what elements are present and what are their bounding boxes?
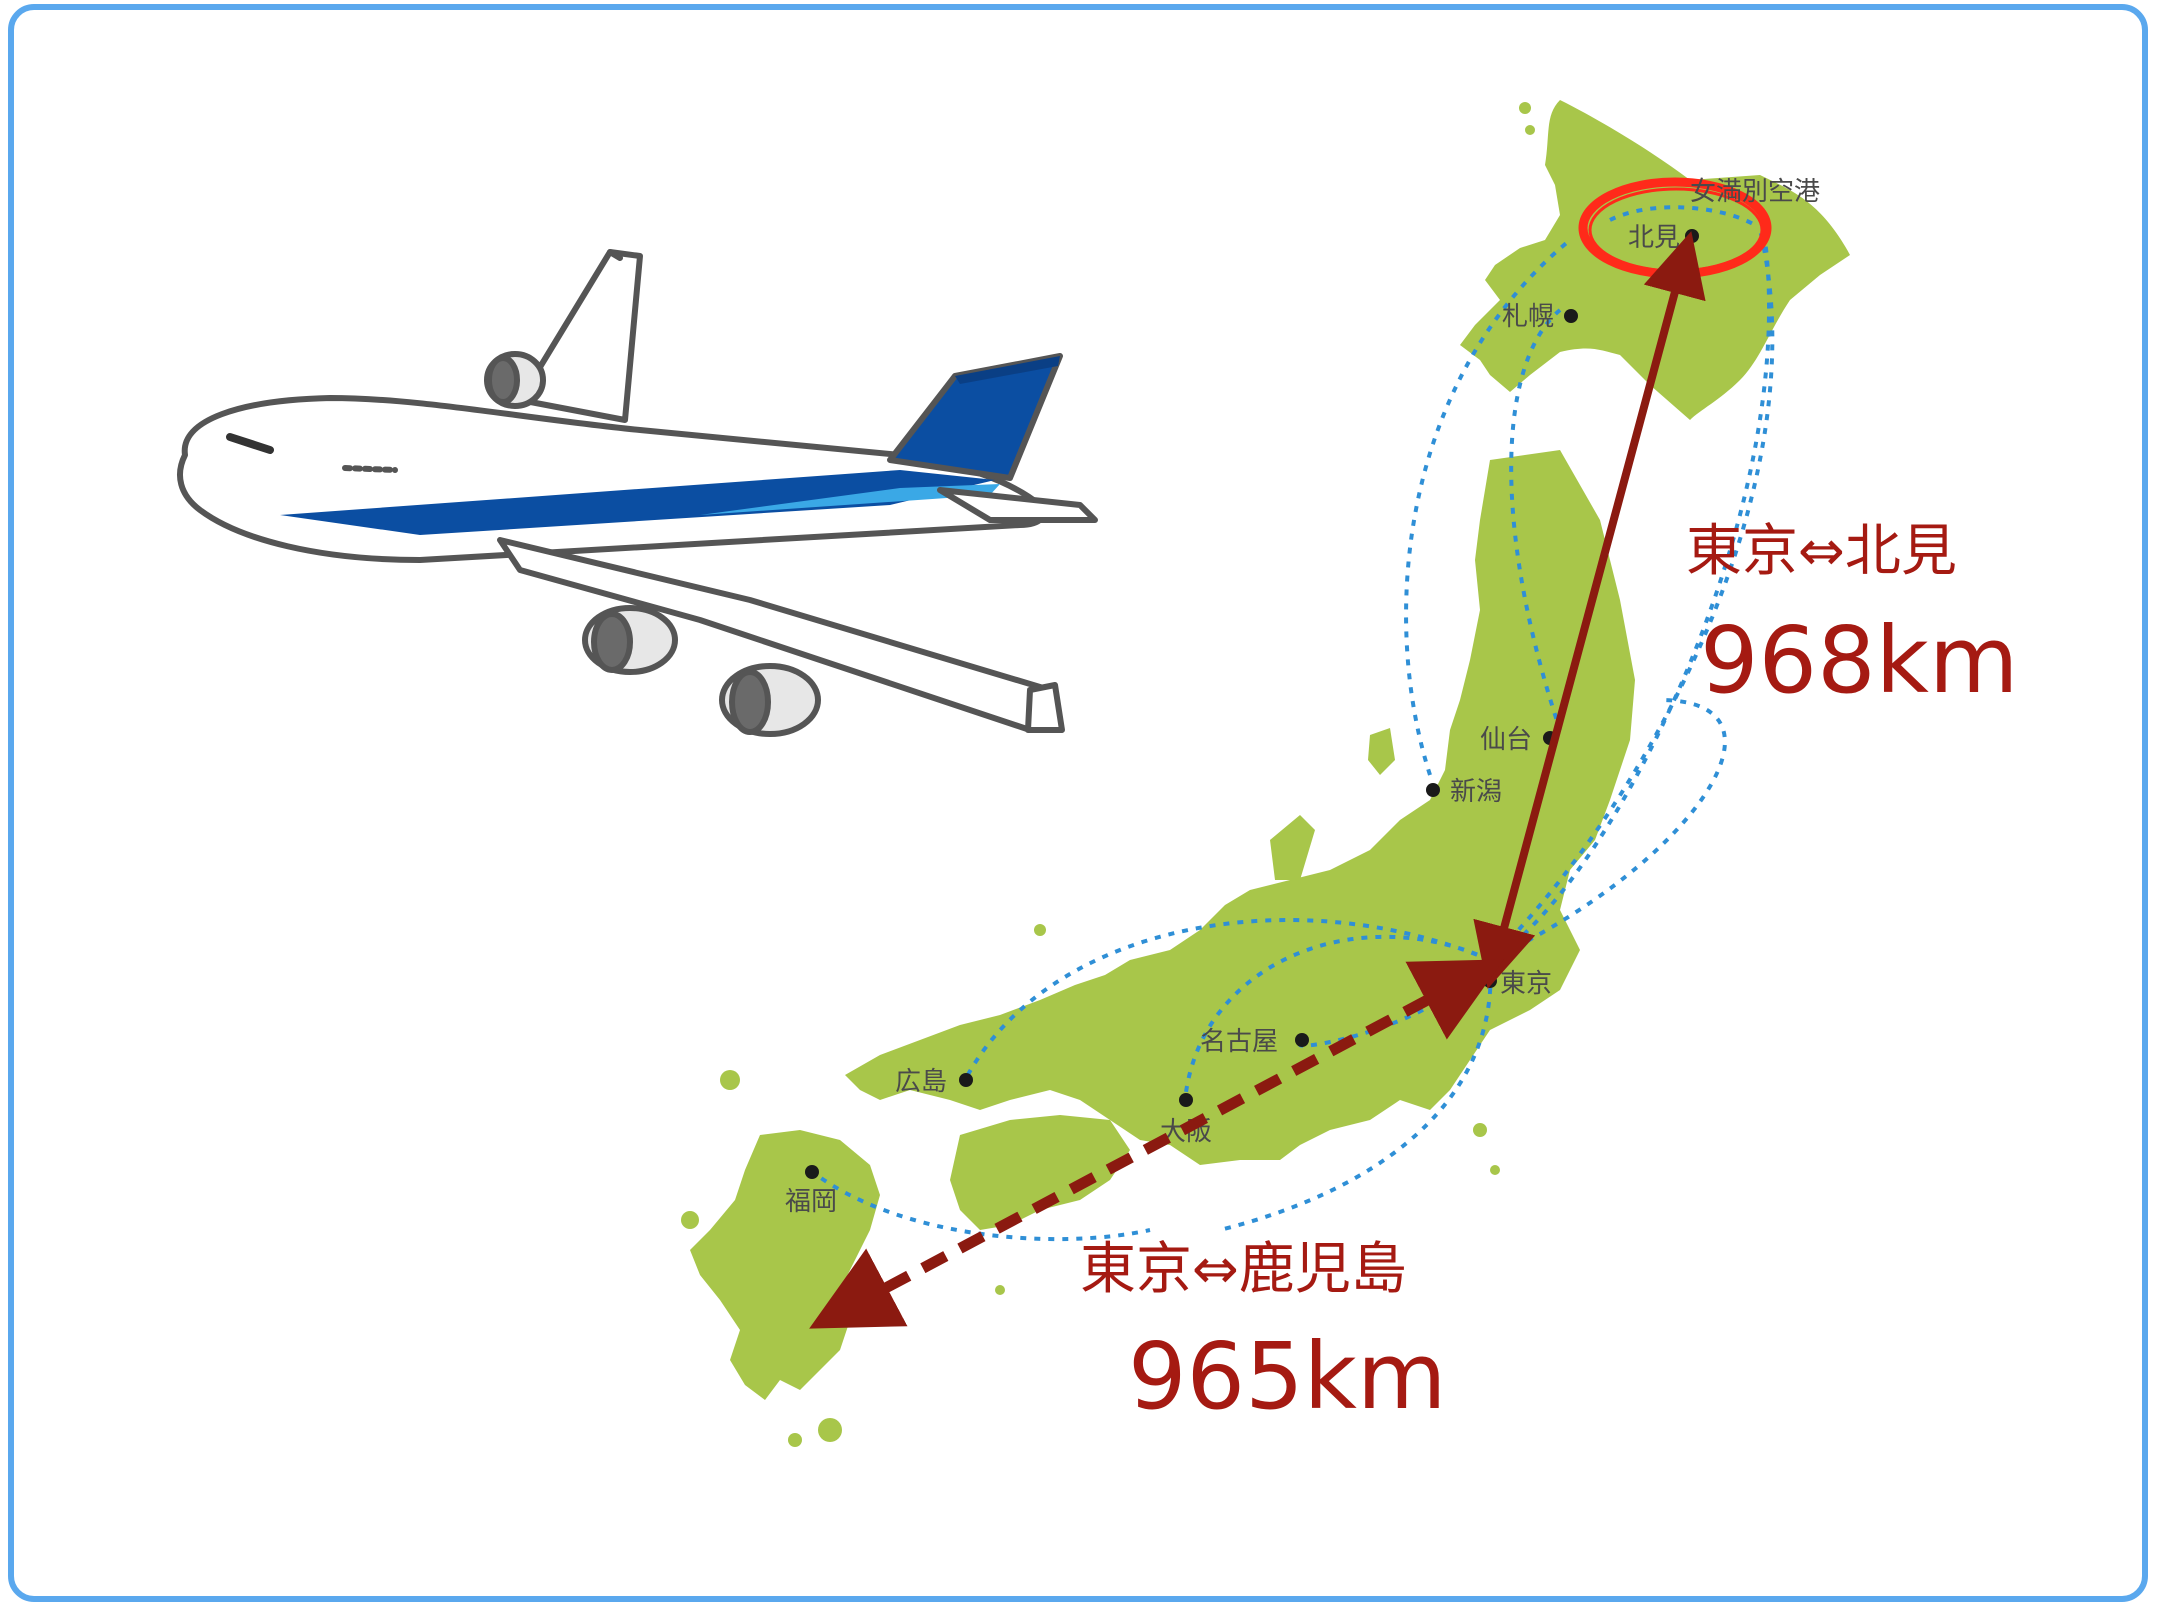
city-dot-kitami	[1685, 229, 1699, 243]
city-dot-niigata	[1426, 783, 1440, 797]
city-label-tokyo: 東京	[1500, 969, 1552, 999]
sado-island	[1368, 728, 1395, 775]
city-label-hiroshima: 広島	[895, 1067, 947, 1097]
city-label-nagoya: 名古屋	[1200, 1027, 1278, 1057]
route-distance-tokyo-kagoshima: 965km	[1128, 1323, 1447, 1430]
city-label-niigata: 新潟	[1450, 777, 1502, 807]
city-dot-nagoya	[1295, 1033, 1309, 1047]
city-dot-sapporo	[1564, 309, 1578, 323]
city-dot-tokyo	[1483, 974, 1497, 988]
city-label-memanbetsu: 女満別空港	[1690, 177, 1820, 207]
city-label-sendai: 仙台	[1480, 725, 1532, 755]
route-label-tokyo-kitami: 東京⇔北見	[1686, 519, 1957, 584]
shikoku-landmass	[950, 1115, 1130, 1230]
route-arrow-tokyo-kagoshima	[809, 959, 1504, 1329]
city-dot-fukuoka	[805, 1165, 819, 1179]
city-label-sapporo: 札幌	[1502, 302, 1554, 332]
honshu-landmass	[845, 450, 1635, 1165]
city-dot-hiroshima	[959, 1073, 973, 1087]
city-label-kitami: 北見	[1628, 223, 1680, 253]
city-dot-osaka	[1179, 1093, 1193, 1107]
airplane-icon	[177, 249, 1098, 737]
route-distance-tokyo-kitami: 968km	[1700, 607, 2019, 714]
city-label-fukuoka: 福岡	[785, 1187, 837, 1217]
route-arrow-tokyo-kitami	[1473, 231, 1706, 989]
route-label-tokyo-kagoshima: 東京⇔鹿児島	[1080, 1237, 1407, 1302]
kyushu-landmass	[690, 1130, 880, 1400]
